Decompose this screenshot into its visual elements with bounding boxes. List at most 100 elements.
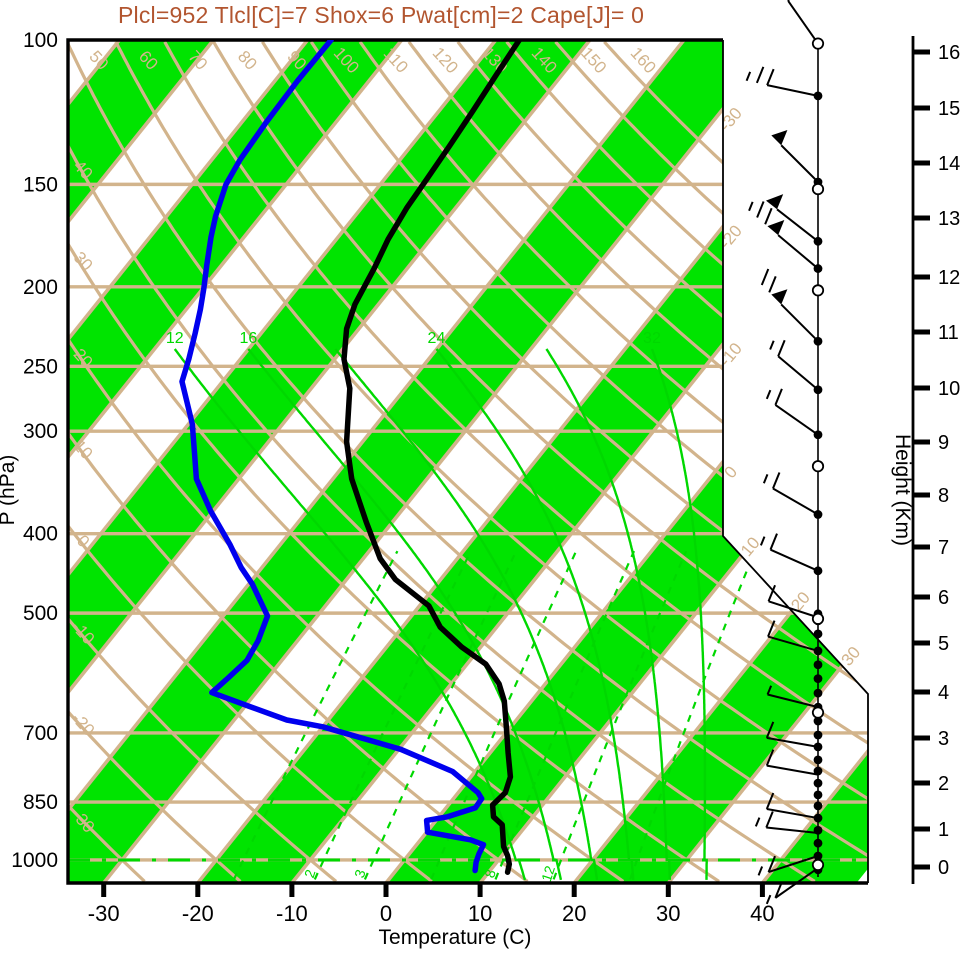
wind-barb-full (756, 201, 765, 218)
level-dot (813, 236, 823, 246)
height-tick-label: 15 (938, 98, 960, 120)
mixing-ratio-line (232, 550, 399, 880)
wind-barb-full (772, 472, 781, 489)
wind-barb-half (759, 536, 766, 546)
level-dot (813, 385, 823, 395)
wind-barb (787, 0, 819, 45)
height-tick-label: 13 (938, 208, 960, 230)
wind-barb-half (748, 201, 754, 212)
moist-adiabat-line (435, 348, 635, 880)
wind-barb-pennant (767, 219, 785, 236)
pressure-tick-label: 150 (23, 173, 58, 196)
wind-barb (766, 685, 819, 709)
pressure-gridlines (68, 182, 868, 862)
wind-barb (765, 194, 819, 243)
dry-adiabat-line (68, 41, 720, 883)
level-open-circle (811, 706, 825, 719)
plot-border-main (66, 38, 868, 885)
wind-barb (767, 584, 819, 619)
green-band (68, 40, 779, 883)
wind-barb-full (755, 66, 765, 84)
level-open-circle (811, 37, 825, 50)
level-dot (813, 838, 823, 848)
plot-border (66, 38, 869, 885)
dry-adiabat-line (68, 41, 816, 883)
height-tick-label: 0 (938, 857, 949, 879)
level-dot (813, 813, 823, 823)
dry-adiabat-line (68, 41, 625, 883)
level-dot (813, 730, 823, 740)
mixing-ratio-line (552, 550, 688, 880)
wind-barb-full (774, 388, 783, 406)
wind-barb-full (766, 68, 775, 86)
height-tick-label: 9 (938, 432, 949, 454)
wind-barb (754, 811, 819, 834)
level-dot (813, 688, 823, 698)
wind-barb-pennant (765, 194, 784, 210)
dry-adiabat-line (505, 40, 868, 883)
height-tick-label: 8 (938, 485, 949, 507)
mixing-ratio-label: 2 (301, 867, 319, 880)
mixing-ratio-line (363, 550, 518, 880)
wind-barb-staff (787, 0, 819, 45)
mixing-ratio-line (430, 550, 578, 880)
moist-adiabat-label: 12 (166, 330, 184, 347)
pressure-tick-label: 1000 (11, 849, 58, 872)
wind-barb-half (765, 894, 772, 905)
wind-barb-half (754, 817, 761, 827)
level-dot (813, 660, 823, 670)
level-dot (813, 566, 823, 576)
pressure-tick-label: 300 (23, 420, 58, 443)
sounding-curves (179, 40, 523, 875)
temperature-axis: -30 -20 -10 0 10 20 30 40 (88, 883, 775, 926)
chart-title: Plcl=952 Tlcl[C]=7 Shox=6 Pwat[cm]=2 Cap… (118, 2, 645, 28)
isotherm-line (68, 40, 215, 883)
wind-barb (760, 268, 819, 342)
temperature-tick-label: -30 (88, 901, 120, 926)
wind-barb-half (762, 474, 769, 484)
level-open-circle (811, 460, 825, 473)
temperature-tick-label: -10 (276, 901, 308, 926)
wind-barb-staff (767, 635, 819, 652)
wind-barb-staff (768, 600, 819, 619)
isotherm-line (102, 40, 780, 883)
level-open-circle (811, 284, 825, 297)
temperature-tick-label: 30 (656, 901, 680, 926)
level-open-circle (811, 183, 825, 196)
level-dot (813, 790, 823, 800)
level-dot (813, 91, 823, 101)
mixing-ratio-line (313, 550, 472, 880)
moist-adiabat-label: 24 (428, 330, 446, 347)
wind-barb-staff (766, 84, 819, 97)
wind-barb-staff (766, 808, 819, 820)
dry-adiabat-line (261, 40, 868, 883)
dry-adiabat-line (68, 41, 868, 883)
wind-barb-half (745, 71, 752, 82)
dry-adiabat-line (68, 41, 338, 883)
wind-barb-full (774, 881, 783, 899)
level-dot (813, 336, 823, 346)
temperature-tick-label: 10 (468, 901, 492, 926)
height-tick-label: 7 (938, 537, 949, 559)
moist-adiabat-line (545, 348, 671, 880)
dry-adiabat-line (68, 41, 529, 883)
mixing-ratio-label: 12 (538, 864, 558, 884)
wind-barb-pennant (771, 289, 788, 305)
height-tick-label: 14 (938, 153, 960, 175)
height-tick-label: 5 (938, 633, 949, 655)
mixing-ratio-label: 3 (351, 867, 369, 880)
wind-barb-column (745, 0, 825, 905)
temperature-tick-label: 40 (750, 901, 774, 926)
pressure-axis-title: P (hPa) (0, 455, 19, 526)
wind-barb-staff (776, 208, 819, 243)
dry-adiabat-line (163, 41, 868, 883)
wind-barb-staff (766, 826, 819, 834)
level-open-circle (811, 612, 825, 625)
moist-adiabat-line (247, 348, 563, 881)
wind-barb-staff (766, 736, 819, 748)
wind-barb-staff (770, 548, 819, 572)
wind-barb (745, 66, 819, 97)
pressure-tick-label: 200 (23, 276, 58, 299)
level-dot (813, 766, 823, 776)
wind-barb-staff (777, 355, 819, 391)
